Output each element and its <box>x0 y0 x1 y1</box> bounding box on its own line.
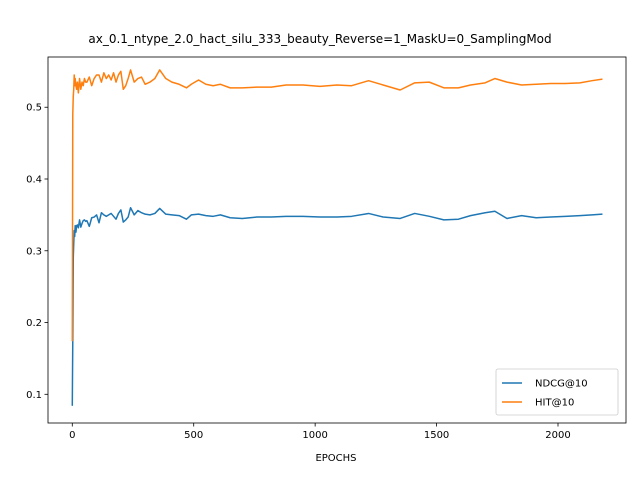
x-axis: 0 500 1000 1500 2000 <box>69 423 571 441</box>
series-line-0 <box>71 206 603 406</box>
legend-label-1: HIT@10 <box>535 398 574 409</box>
y-tick-label: 0.3 <box>26 246 42 257</box>
x-axis-label: EPOCHS <box>315 453 356 464</box>
series-layer <box>71 69 603 406</box>
chart-title: ax_0.1_ntype_2.0_hact_silu_333_beauty_Re… <box>88 32 551 46</box>
x-tick-label: 1500 <box>424 430 449 441</box>
plot-frame <box>47 56 627 424</box>
y-tick-label: 0.5 <box>26 103 42 114</box>
x-tick-label: 0 <box>69 430 75 441</box>
legend-label-0: NDCG@10 <box>535 379 588 390</box>
series-line-1 <box>71 69 603 342</box>
y-tick-label: 0.4 <box>26 175 42 186</box>
y-axis: 0.1 0.2 0.3 0.4 0.5 <box>26 103 48 401</box>
x-tick-label: 1000 <box>302 430 327 441</box>
legend-box <box>495 368 619 416</box>
plot-area <box>47 56 627 424</box>
plot-background <box>48 57 626 423</box>
legend: NDCG@10 HIT@10 <box>495 368 619 416</box>
y-tick-label: 0.1 <box>26 390 42 401</box>
x-tick-label: 500 <box>184 430 203 441</box>
y-tick-label: 0.2 <box>26 318 42 329</box>
x-tick-label: 2000 <box>545 430 570 441</box>
